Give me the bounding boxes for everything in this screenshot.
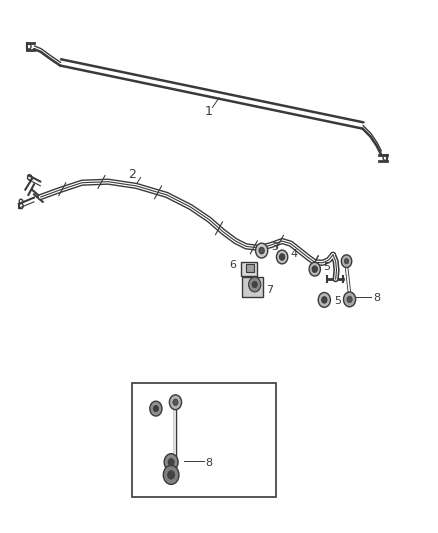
Circle shape <box>163 465 179 484</box>
Text: 8: 8 <box>205 458 212 467</box>
Circle shape <box>153 406 159 412</box>
Text: 8: 8 <box>373 293 380 303</box>
Circle shape <box>341 255 352 268</box>
Circle shape <box>170 395 182 410</box>
Circle shape <box>276 250 288 264</box>
Text: 7: 7 <box>266 285 273 295</box>
Circle shape <box>168 458 174 466</box>
FancyBboxPatch shape <box>242 277 263 297</box>
Text: 5: 5 <box>334 296 341 306</box>
Circle shape <box>312 266 318 272</box>
Circle shape <box>347 296 352 303</box>
Circle shape <box>322 297 327 303</box>
Circle shape <box>344 259 349 264</box>
Circle shape <box>252 281 257 288</box>
Circle shape <box>164 454 178 471</box>
Circle shape <box>150 401 162 416</box>
Text: 4: 4 <box>290 249 297 259</box>
Text: 5: 5 <box>323 262 330 272</box>
Text: 1: 1 <box>204 104 212 118</box>
Circle shape <box>318 293 330 308</box>
Text: 6: 6 <box>230 260 237 270</box>
Circle shape <box>343 292 356 307</box>
FancyBboxPatch shape <box>246 264 254 272</box>
Circle shape <box>173 399 178 406</box>
Circle shape <box>259 247 264 254</box>
Circle shape <box>168 471 175 479</box>
Circle shape <box>249 277 261 292</box>
Circle shape <box>309 262 321 276</box>
Bar <box>132 383 276 497</box>
Text: 2: 2 <box>128 168 136 181</box>
Circle shape <box>279 254 285 260</box>
Circle shape <box>255 243 268 258</box>
Text: 3: 3 <box>271 243 278 253</box>
FancyBboxPatch shape <box>241 262 257 276</box>
